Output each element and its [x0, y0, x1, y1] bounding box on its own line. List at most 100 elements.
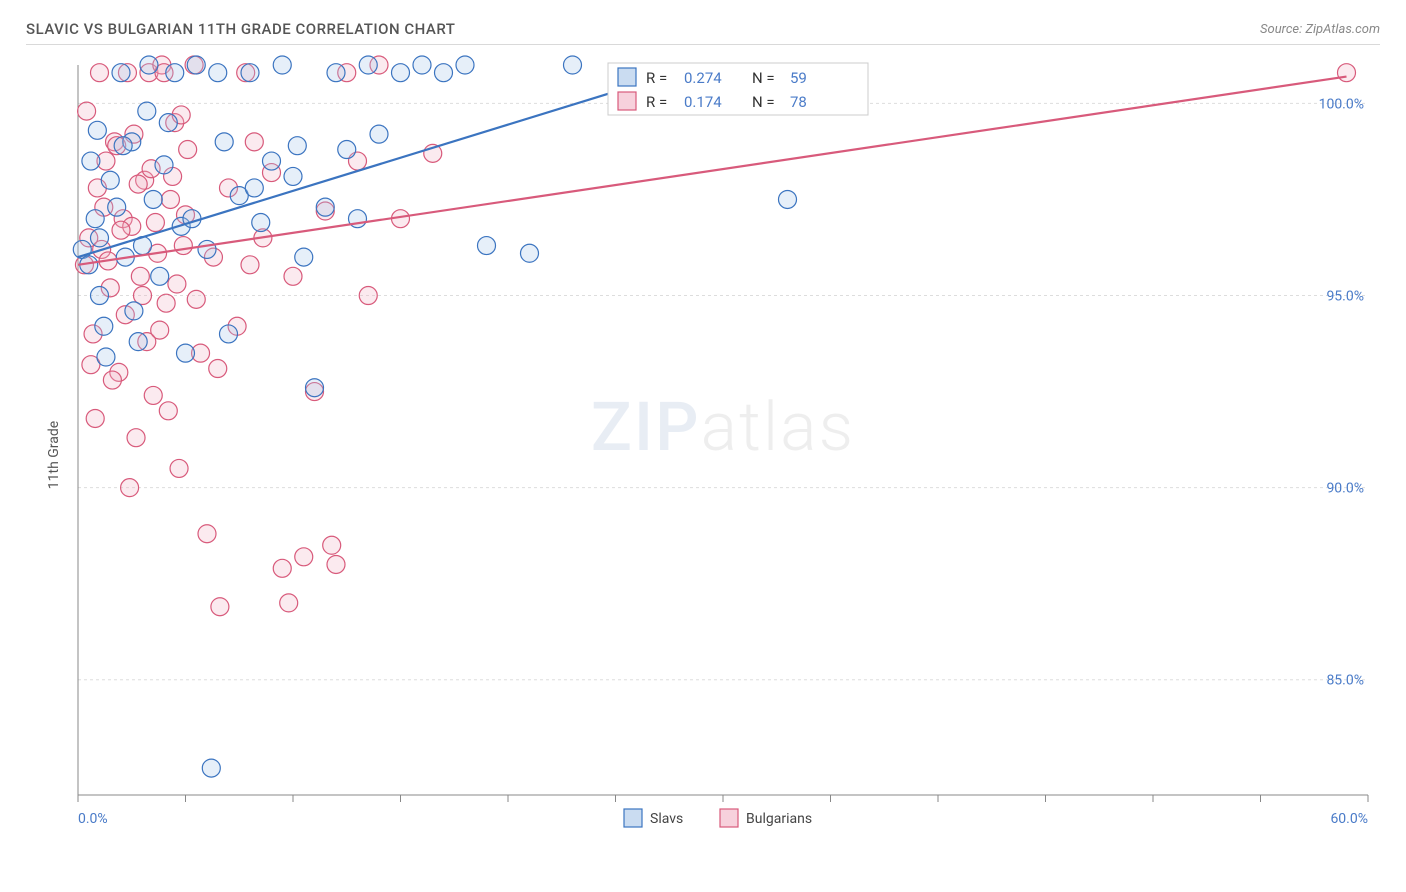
scatter-point: [179, 141, 197, 159]
legend-swatch: [720, 809, 738, 827]
scatter-point: [370, 125, 388, 143]
scatter-point: [112, 221, 130, 239]
watermark: ZIPatlas: [591, 387, 855, 467]
scatter-point: [121, 479, 139, 497]
scatter-point: [97, 348, 115, 366]
y-tick-label: 95.0%: [1326, 289, 1364, 305]
scatter-point: [202, 759, 220, 777]
scatter-point: [521, 244, 539, 262]
scatter-point: [140, 56, 158, 74]
y-axis-label: 11th Grade: [46, 421, 62, 489]
scatter-point: [323, 536, 341, 554]
scatter-point: [295, 248, 313, 266]
scatter-point: [88, 121, 106, 139]
scatter-point: [306, 379, 324, 397]
x-tick-label: 0.0%: [78, 811, 108, 827]
scatter-point: [129, 175, 147, 193]
scatter-point: [273, 56, 291, 74]
y-tick-label: 100.0%: [1319, 96, 1364, 112]
scatter-point: [146, 214, 164, 232]
legend-r-label: R =: [646, 69, 667, 87]
y-tick-label: 90.0%: [1326, 481, 1364, 497]
legend-r-value: 0.174: [684, 93, 722, 111]
scatter-point: [91, 229, 109, 247]
scatter-point: [252, 214, 270, 232]
scatter-point: [478, 237, 496, 255]
scatter-point: [78, 102, 96, 120]
scatter-point: [103, 371, 121, 389]
chart-title: SLAVIC VS BULGARIAN 11TH GRADE CORRELATI…: [26, 20, 455, 38]
scatter-point: [91, 287, 109, 305]
scatter-point: [280, 594, 298, 612]
scatter-point: [456, 56, 474, 74]
scatter-point: [241, 256, 259, 274]
scatter-point: [129, 333, 147, 351]
scatter-point: [144, 386, 162, 404]
scatter-point: [209, 64, 227, 82]
scatter-plot: 85.0% 90.0% 95.0% 100.0% 0.0% 60.0% ZIPatlas R …: [68, 55, 1374, 871]
legend-series-name: Bulgarians: [746, 811, 812, 827]
chart-header: SLAVIC VS BULGARIAN 11TH GRADE CORRELATI…: [26, 20, 1380, 45]
source-prefix: Source:: [1260, 22, 1305, 37]
scatter-point: [138, 102, 156, 120]
scatter-point: [159, 114, 177, 132]
scatter-point: [245, 133, 263, 151]
chart-source: Source: ZipAtlas.com: [1260, 22, 1380, 37]
scatter-point: [273, 559, 291, 577]
scatter-point: [95, 317, 113, 335]
scatter-point: [413, 56, 431, 74]
scatter-point: [564, 56, 582, 74]
scatter-point: [91, 64, 109, 82]
source-link[interactable]: ZipAtlas.com: [1305, 22, 1380, 37]
scatter-point: [127, 429, 145, 447]
scatter-point: [151, 267, 169, 285]
scatter-point: [779, 190, 797, 208]
scatter-point: [198, 240, 216, 258]
scatter-point: [166, 64, 184, 82]
scatter-point: [82, 152, 100, 170]
scatter-point: [177, 344, 195, 362]
scatter-point: [241, 64, 259, 82]
scatter-point: [215, 133, 233, 151]
scatter-point: [359, 56, 377, 74]
scatter-point: [151, 321, 169, 339]
scatter-point: [174, 237, 192, 255]
scatter-point: [157, 294, 175, 312]
scatter-point: [392, 64, 410, 82]
scatter-point: [220, 325, 238, 343]
scatter-point: [209, 360, 227, 378]
scatter-point: [187, 290, 205, 308]
scatter-point: [359, 287, 377, 305]
legend-r-label: R =: [646, 93, 667, 111]
legend-n-label: N =: [752, 69, 775, 87]
chart-area: 11th Grade 85.0% 90.0% 95.0% 100.0% 0.0% 60.0…: [26, 45, 1380, 865]
scatter-point: [144, 190, 162, 208]
legend-swatch: [624, 809, 642, 827]
chart-container: SLAVIC VS BULGARIAN 11TH GRADE CORRELATI…: [0, 0, 1406, 892]
scatter-point: [159, 402, 177, 420]
scatter-point: [168, 275, 186, 293]
scatter-point: [161, 190, 179, 208]
scatter-point: [211, 598, 229, 616]
scatter-point: [295, 548, 313, 566]
legend-r-value: 0.274: [684, 69, 722, 87]
y-tick-label: 85.0%: [1326, 673, 1364, 689]
scatter-point: [112, 64, 130, 82]
x-tick-label: 60.0%: [1330, 811, 1368, 827]
scatter-point: [245, 179, 263, 197]
scatter-point: [108, 198, 126, 216]
scatter-point: [114, 137, 132, 155]
scatter-point: [101, 171, 119, 189]
scatter-point: [284, 267, 302, 285]
scatter-point: [435, 64, 453, 82]
scatter-point: [284, 167, 302, 185]
scatter-point: [327, 64, 345, 82]
scatter-point: [86, 409, 104, 427]
scatter-point: [86, 210, 104, 228]
scatter-point: [155, 156, 173, 174]
scatter-point: [1338, 64, 1356, 82]
scatter-point: [187, 56, 205, 74]
scatter-point: [170, 459, 188, 477]
legend-swatch: [618, 92, 636, 110]
scatter-point: [198, 525, 216, 543]
